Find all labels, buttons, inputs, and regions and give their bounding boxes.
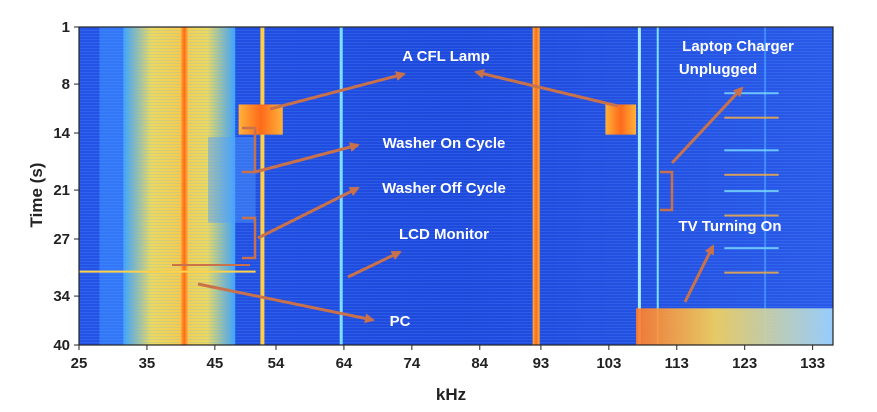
y-tick-label: 21 xyxy=(53,182,70,199)
arrow-cfl-left xyxy=(269,71,406,111)
heatmap-harmonic xyxy=(724,271,779,274)
plot-area xyxy=(79,27,833,345)
y-tick-label: 14 xyxy=(53,125,70,142)
x-tick-label: 64 xyxy=(336,355,353,372)
bracket-washer-on xyxy=(242,126,257,174)
annotation-label: TV Turning On xyxy=(678,218,781,235)
x-tick-label: 93 xyxy=(533,355,550,372)
heatmap-line-lcd xyxy=(339,27,343,345)
heatmap-washer-region xyxy=(208,137,256,223)
x-tick-label: 113 xyxy=(665,355,689,372)
bracket-laptop-charger xyxy=(660,170,674,212)
heatmap-pc-line xyxy=(79,270,256,273)
heatmap-line-pc xyxy=(180,27,188,345)
plot-frame xyxy=(78,26,834,346)
x-tick-label: 25 xyxy=(71,355,88,372)
heatmap-harmonic xyxy=(724,214,779,217)
heatmap-harmonic xyxy=(724,247,779,250)
heatmap-tv-block xyxy=(636,308,833,345)
heatmap-line-108 xyxy=(637,27,641,345)
x-tick-label: 35 xyxy=(139,355,156,372)
arrow-washer-on xyxy=(254,142,360,174)
heatmap-harmonic xyxy=(724,92,779,95)
heatmap-harmonic xyxy=(724,190,779,193)
arrow-laptop-charger xyxy=(670,86,744,165)
heatmap-harmonic xyxy=(724,173,779,176)
annotation-label: PC xyxy=(390,313,411,330)
annotation-label: LCD Monitor xyxy=(399,226,489,243)
annotations: A CFL Lamp Laptop Charger Unplugged Washer … xyxy=(172,38,794,330)
x-tick-label: 103 xyxy=(596,355,621,372)
heatmap-cfl-blob-right xyxy=(605,104,637,135)
annotation-label: Unplugged xyxy=(679,61,757,78)
y-tick-label: 8 xyxy=(62,76,70,93)
y-tick-label: 34 xyxy=(53,288,70,305)
y-axis-label: Time (s) xyxy=(27,163,46,228)
x-axis-label: kHz xyxy=(436,385,466,404)
x-tick-label: 123 xyxy=(732,355,757,372)
heatmap-line-washer xyxy=(260,27,265,345)
heatmap-line-93 xyxy=(532,27,540,345)
heatmap-line-126 xyxy=(764,27,767,345)
heatmap-cfl-blob-left xyxy=(238,104,283,135)
arrow-pc xyxy=(197,282,375,324)
arrow-washer-off xyxy=(257,186,360,240)
heatmap-line-110 xyxy=(656,27,659,345)
arrow-lcd-monitor xyxy=(347,250,402,279)
arrow-cfl-right xyxy=(474,69,619,108)
x-tick-label: 84 xyxy=(471,355,488,372)
annotation-label: Washer On Cycle xyxy=(383,135,506,152)
bracket-washer-off xyxy=(242,216,257,260)
x-tick-label: 133 xyxy=(800,355,825,372)
y-tick-label: 1 xyxy=(62,19,70,36)
arrow-tv xyxy=(683,244,715,303)
axes: 25 35 45 54 64 74 84 93 103 113 123 133 1 8 14 21 27 34 40 xyxy=(53,19,834,372)
heatmap-harmonic xyxy=(724,116,779,119)
y-tick-label: 40 xyxy=(53,337,70,354)
heatmap-texture xyxy=(79,27,833,345)
x-tick-label: 54 xyxy=(268,355,285,372)
x-tick-label: 45 xyxy=(207,355,224,372)
annotation-label: A CFL Lamp xyxy=(402,48,490,65)
heatmap-harmonic xyxy=(724,149,779,152)
annotation-label: Laptop Charger xyxy=(682,38,794,55)
annotation-label: Washer Off Cycle xyxy=(382,180,506,197)
x-tick-label: 74 xyxy=(404,355,421,372)
y-tick-label: 27 xyxy=(53,231,70,248)
